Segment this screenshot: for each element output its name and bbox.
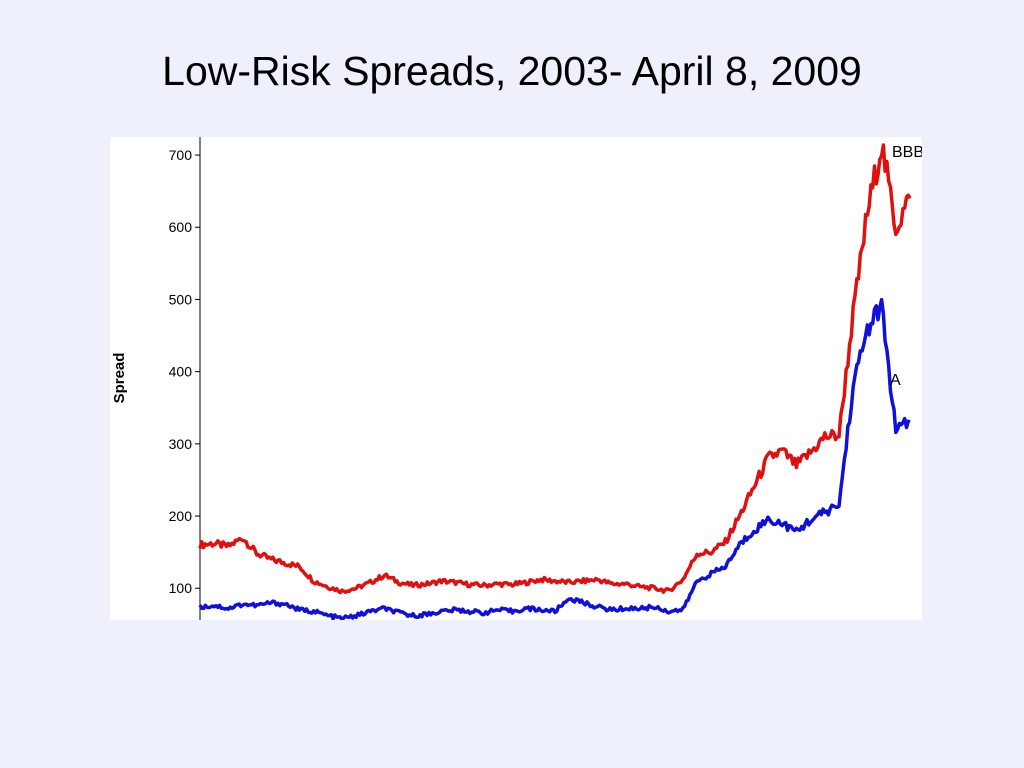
series-label-bbb: BBB <box>892 144 922 161</box>
axes: 100 200 300 400 500 600 700 <box>169 137 201 620</box>
series-line-a <box>198 297 911 622</box>
y-axis-label: Spread <box>111 353 128 404</box>
y-tick-label: 700 <box>169 147 193 163</box>
y-tick-label: 500 <box>169 291 193 307</box>
plot-background <box>110 137 922 620</box>
series-line-bbb <box>198 143 912 595</box>
series-labels: BBB A <box>890 144 924 389</box>
y-tick-label: 400 <box>169 364 193 380</box>
y-tick-label: 300 <box>169 436 193 452</box>
chart-svg: Spread 100 200 300 400 500 600 700 BBB A <box>110 137 924 622</box>
slide-title: Low-Risk Spreads, 2003- April 8, 2009 <box>162 48 862 94</box>
spread-chart: Spread 100 200 300 400 500 600 700 BBB A <box>110 137 924 622</box>
series-label-a: A <box>890 372 901 389</box>
y-tick-label: 100 <box>169 580 193 596</box>
y-tick-label: 600 <box>169 219 193 235</box>
series-lines <box>198 143 912 622</box>
y-tick-label: 200 <box>169 508 193 524</box>
